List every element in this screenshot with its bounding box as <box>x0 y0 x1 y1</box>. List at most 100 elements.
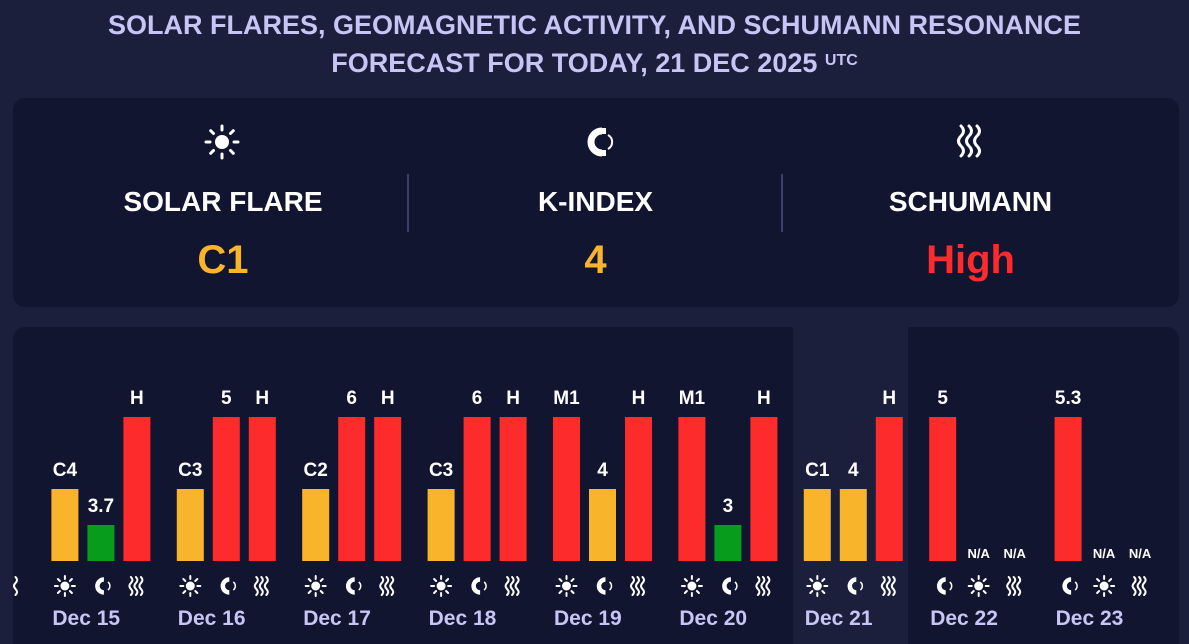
sun-icon <box>179 575 202 597</box>
summary-k-index: K-INDEX 4 <box>408 98 783 307</box>
solar-bar <box>553 417 580 561</box>
date-label: Dec 20 <box>679 607 747 630</box>
k-value-label: 4 <box>848 460 859 481</box>
divider <box>781 174 783 232</box>
waves-icon <box>880 576 896 596</box>
sun-icon <box>806 575 829 597</box>
magnet-icon <box>1062 577 1078 595</box>
solar-value-label: M1 <box>553 388 580 409</box>
solar-flare-label: SOLAR FLARE <box>123 186 323 217</box>
schumann-bar <box>750 417 778 561</box>
k-bar <box>714 525 742 561</box>
k-bar <box>338 417 366 561</box>
k-value-label: 6 <box>472 388 483 409</box>
magnet-icon <box>596 577 613 595</box>
k-value-label: 5 <box>221 388 232 409</box>
solar-value-label: C1 <box>805 460 830 481</box>
date-label: Dec 18 <box>429 607 497 630</box>
k-value-label: 5.3 <box>1055 388 1081 409</box>
magnet-icon <box>220 577 236 595</box>
schumann-na-label: N/A <box>1129 546 1152 561</box>
k-bar <box>929 417 957 561</box>
title-line-2: FORECAST FOR TODAY, 21 DEC 2025 UTC <box>0 44 1189 82</box>
title-utc: UTC <box>824 52 858 69</box>
date-label: Dec 19 <box>554 607 622 630</box>
schumann-value-label: H <box>632 388 646 409</box>
waves-icon <box>253 576 269 596</box>
solar-bar <box>176 489 204 561</box>
k-bar <box>463 417 491 561</box>
solar-value-label: C3 <box>178 460 202 481</box>
sun-icon <box>680 575 703 597</box>
k-bar <box>87 525 115 561</box>
schumann-bar <box>875 417 903 561</box>
summary-solar-flare: SOLAR FLARE C1 <box>13 98 433 307</box>
date-label: Dec 16 <box>178 607 246 630</box>
schumann-value-label: H <box>757 388 771 409</box>
k-bar <box>839 489 867 561</box>
magnet-icon <box>847 577 863 595</box>
schumann-bar <box>123 417 151 561</box>
waves-icon <box>13 576 18 596</box>
solar-na-label: N/A <box>968 546 991 561</box>
solar-na-label: N/A <box>1093 546 1116 561</box>
k-value-label: 3.7 <box>88 496 114 517</box>
waves-icon <box>1131 576 1147 596</box>
schumann-na-label: N/A <box>1004 546 1027 561</box>
k-bar <box>212 417 240 561</box>
k-value-label: 4 <box>597 460 608 481</box>
schumann-label: SCHUMANN <box>888 186 1053 217</box>
waves-icon <box>379 576 395 596</box>
magnet-icon <box>722 577 738 595</box>
solar-value-label: C4 <box>53 460 78 481</box>
schumann-value-label: H <box>882 388 896 409</box>
solar-bar <box>51 489 79 561</box>
waves-icon <box>504 576 520 596</box>
k-bar <box>589 489 616 561</box>
page-title: SOLAR FLARES, GEOMAGNETIC ACTIVITY, AND … <box>0 6 1189 82</box>
magnet-icon <box>345 577 362 595</box>
date-label: Dec 21 <box>805 607 873 630</box>
waves-icon <box>755 576 771 596</box>
solar-flare-value: C1 <box>197 238 249 282</box>
schumann-value-label: H <box>255 388 269 409</box>
k-value-label: 5 <box>937 388 948 409</box>
today-summary-panel: SOLAR FLARE C1 K-INDEX 4 SCHUMANN High <box>13 98 1179 307</box>
schumann-value-label: H <box>130 388 144 409</box>
forecast-chart-svg: C4 3.7 H Dec 15 C3 5 H Dec 16 C2 6 H Dec 17 C3 6 H Dec … <box>13 388 1152 630</box>
schumann-bar <box>374 417 402 561</box>
date-label: Dec 15 <box>52 607 120 630</box>
date-label: Dec 17 <box>303 607 371 630</box>
k-bar <box>1054 417 1082 561</box>
k-value-label: 3 <box>723 496 734 517</box>
solar-bar <box>678 417 706 561</box>
sun-icon <box>204 124 240 160</box>
title-text: FORECAST FOR TODAY, 21 DEC 2025 <box>331 48 818 78</box>
magnet-icon <box>471 577 487 595</box>
waves-icon <box>630 576 645 596</box>
date-label: Dec 22 <box>930 607 998 630</box>
solar-value-label: M1 <box>679 388 706 409</box>
divider <box>407 174 409 232</box>
schumann-value: High <box>926 238 1015 282</box>
sun-icon <box>555 575 578 597</box>
sun-icon <box>53 575 76 597</box>
k-index-value: 4 <box>584 238 607 282</box>
sun-icon <box>967 575 990 597</box>
sun-icon <box>430 575 453 597</box>
schumann-bar <box>625 417 652 561</box>
waves-icon <box>957 124 981 158</box>
k-index-label: K-INDEX <box>537 186 654 217</box>
solar-value-label: C3 <box>429 460 453 481</box>
sun-icon <box>1093 575 1116 597</box>
schumann-bar <box>248 417 276 561</box>
solar-bar <box>302 489 330 561</box>
waves-icon <box>1006 576 1022 596</box>
k-value-label: 6 <box>346 388 357 409</box>
solar-value-label: C2 <box>304 460 328 481</box>
magnet-icon <box>95 577 111 595</box>
summary-schumann: SCHUMANN High <box>783 98 1158 307</box>
magnet-icon <box>936 577 953 595</box>
date-label: Dec 23 <box>1056 607 1124 630</box>
title-line-1: SOLAR FLARES, GEOMAGNETIC ACTIVITY, AND … <box>107 10 1082 40</box>
